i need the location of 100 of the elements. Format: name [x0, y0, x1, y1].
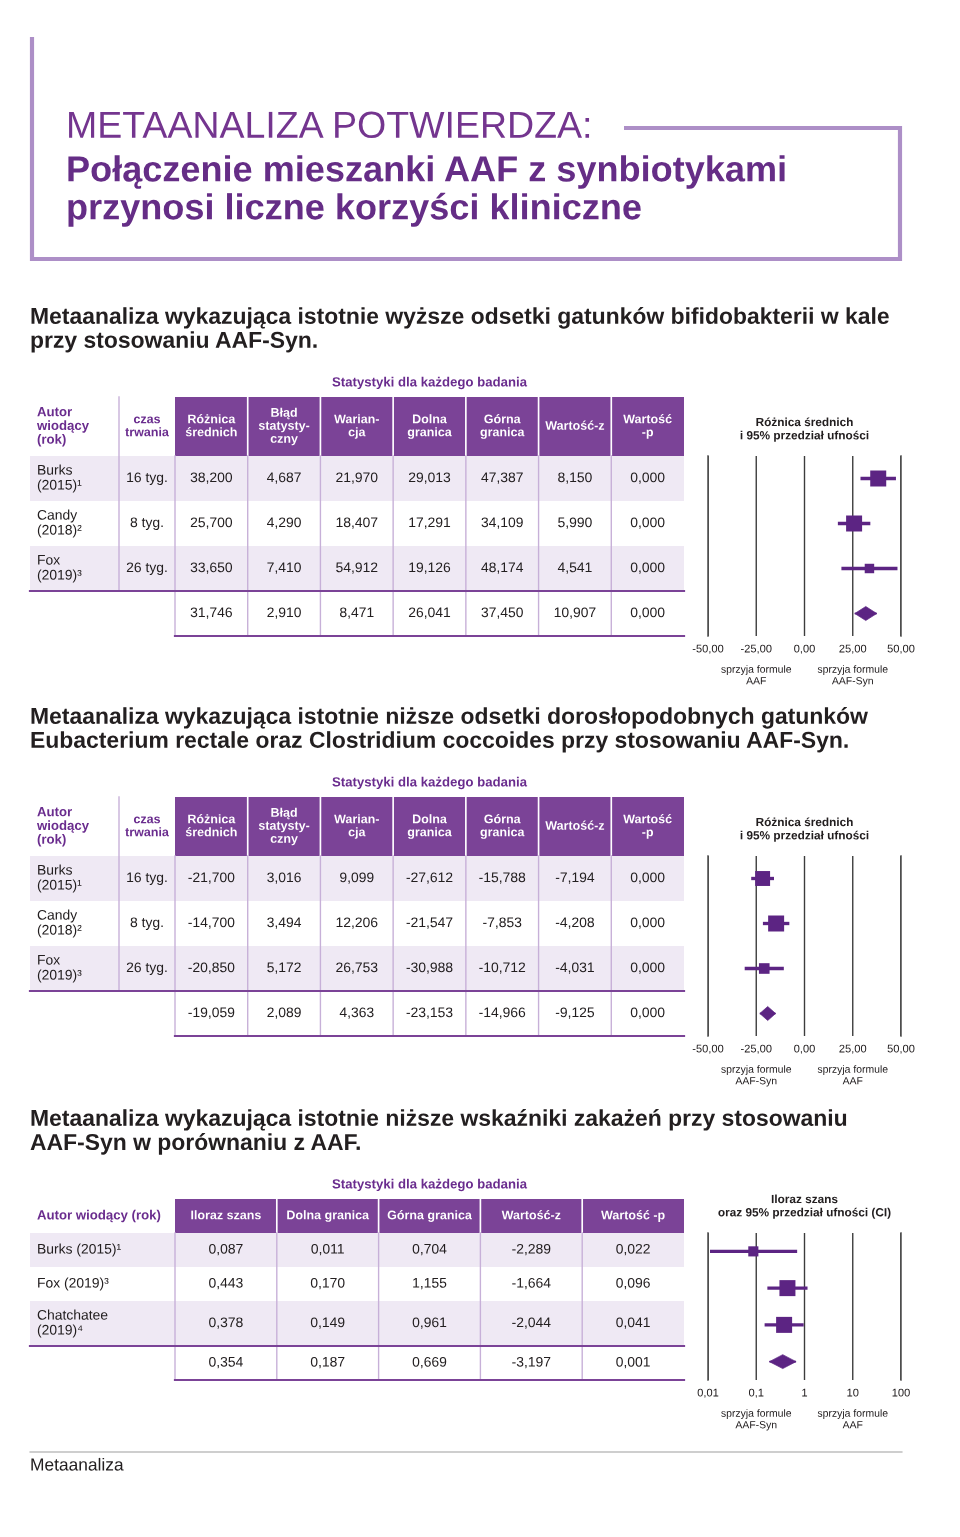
text: 25,700 — [190, 517, 233, 529]
text: 0,704 — [412, 1243, 447, 1256]
text: 2,910 — [267, 607, 301, 619]
category-label: Dolna granica — [407, 814, 452, 839]
text: -7,194 — [555, 872, 595, 884]
category-label: Dolna granica — [407, 414, 452, 439]
text: 0,961 — [412, 1317, 447, 1329]
x-tick-label: 25,00 — [839, 1044, 867, 1054]
text: 0,354 — [209, 1356, 243, 1369]
category-label: Różnica średnich — [185, 414, 237, 437]
text: 0,000 — [630, 562, 665, 574]
text: 0,000 — [630, 472, 665, 484]
text: 0,187 — [310, 1356, 345, 1369]
text: 17,291 — [409, 517, 451, 529]
category-label: Błąd statysty- czny — [258, 407, 310, 446]
text: 12,206 — [336, 917, 378, 929]
text: 34,109 — [481, 517, 523, 529]
text: -3,197 — [512, 1356, 551, 1369]
text: -20,850 — [188, 962, 235, 974]
text: 48,174 — [481, 562, 524, 574]
text: czas trwania — [125, 416, 169, 437]
text: 0,000 — [630, 1007, 665, 1019]
text: Autor wiodący (rok) — [36, 807, 89, 847]
category-label: 8 tyg. — [130, 917, 163, 930]
text: -30,988 — [406, 962, 453, 974]
text: 0,669 — [412, 1356, 447, 1369]
text: 0,096 — [616, 1277, 650, 1290]
text: Statystyki dla każdego badania — [332, 376, 528, 390]
text: 0,011 — [311, 1243, 344, 1256]
text: 37,450 — [481, 607, 523, 619]
category-label: Wartość -p — [623, 414, 672, 439]
text: 21,970 — [336, 472, 378, 484]
category-label: Wartość-z — [501, 1210, 561, 1220]
category-label: Różnica średnich — [185, 814, 237, 837]
text: sprzyja formule AAF — [817, 1409, 888, 1429]
text: 10,907 — [554, 607, 596, 619]
x-tick-label: 0,00 — [794, 644, 815, 654]
text: Metaanaliza wykazująca istotnie niższe wskaźniki zakażeń przy stosowaniu AAF-Syn w porównaniu z AAF. — [30, 1109, 847, 1155]
x-tick-label: 25,00 — [839, 644, 867, 654]
text: 18,407 — [336, 517, 378, 529]
category-label: Wartość-z — [545, 820, 605, 830]
category-label: Wartość -p — [623, 814, 672, 839]
text: czas trwania — [125, 816, 169, 837]
text: 5,172 — [267, 962, 301, 974]
category-label: Dolna granica — [287, 1210, 370, 1222]
text: -21,700 — [188, 872, 235, 884]
text: sprzyja formule AAF-Syn — [721, 1409, 792, 1431]
text: -4,031 — [555, 962, 594, 974]
category-label: Wartość-z — [545, 420, 605, 430]
x-tick-label: 0,01 — [697, 1388, 719, 1398]
text: -4,208 — [555, 917, 595, 929]
text: -21,547 — [406, 917, 453, 929]
text: 31,746 — [190, 607, 232, 619]
text: Autor wiodący (rok) — [37, 1209, 161, 1223]
category-label: 8 tyg. — [130, 517, 163, 530]
x-tick-label: 0,1 — [748, 1388, 764, 1398]
x-tick-label: 100 — [892, 1388, 910, 1397]
category-label: Wartość -p — [601, 1210, 665, 1222]
text: 19,126 — [409, 562, 451, 574]
text: Połączenie mieszanki AAF z synbiotykami przynosi liczne korzyści kliniczne — [68, 155, 785, 227]
chart-title: Różnica średnich i 95% przedział ufności — [740, 417, 869, 442]
text: -27,612 — [406, 872, 453, 884]
text: 8,471 — [340, 607, 374, 619]
text: -14,966 — [479, 1007, 526, 1019]
text: 0,443 — [209, 1277, 243, 1290]
text: sprzyja formule AAF — [721, 665, 792, 685]
category-label: Błąd statysty- czny — [258, 807, 310, 846]
text: 0,000 — [630, 607, 665, 619]
x-tick-label: -50,00 — [692, 644, 724, 654]
text: -23,153 — [406, 1007, 453, 1019]
x-tick-label: 0,00 — [794, 1044, 815, 1054]
category-label: Górna granica — [480, 814, 525, 839]
text: -9,125 — [555, 1007, 595, 1019]
category-label: Warian- cja — [334, 814, 379, 839]
text: 54,912 — [336, 562, 378, 574]
text: 0,087 — [209, 1243, 243, 1256]
category-label: Warian- cja — [334, 414, 379, 439]
chart-title: Różnica średnich i 95% przedział ufności — [740, 817, 869, 842]
chart-title: Iloraz szans oraz 95% przedział ufności (CI) — [718, 1194, 891, 1219]
text: 38,200 — [190, 472, 233, 484]
category-label: Górna granica — [480, 414, 525, 439]
text: 4,290 — [267, 517, 301, 529]
text: 0,001 — [616, 1356, 650, 1369]
category-label: Fox (2019)³ — [38, 1277, 109, 1291]
text: -2,044 — [512, 1317, 551, 1329]
text: 0,041 — [616, 1317, 650, 1329]
text: Metaanaliza — [31, 1457, 124, 1471]
category-label: 26 tyg. — [126, 962, 167, 975]
category-label: 16 tyg. — [127, 872, 167, 885]
text: 1,155 — [413, 1278, 447, 1290]
text: 0,149 — [310, 1317, 345, 1329]
text: 0,170 — [310, 1277, 345, 1290]
category-label: Candy (2018)² — [37, 909, 82, 938]
category-label: Burks (2015)¹ — [38, 1243, 121, 1257]
text: 4,541 — [557, 562, 592, 574]
text: Statystyki dla każdego badania — [332, 776, 528, 790]
text: 5,990 — [558, 517, 592, 529]
category-label: Candy (2018)² — [37, 509, 82, 538]
text: Metaanaliza wykazująca istotnie niższe odsetki dorosłopodobnych gatunków Eubacterium rectale oraz Clostridium coccoides przy stosowaniu AAF-Syn. — [31, 707, 868, 753]
category-label: Fox (2019)³ — [37, 955, 82, 983]
